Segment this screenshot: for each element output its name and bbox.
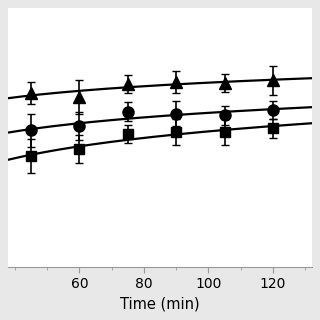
- X-axis label: Time (min): Time (min): [120, 297, 200, 312]
